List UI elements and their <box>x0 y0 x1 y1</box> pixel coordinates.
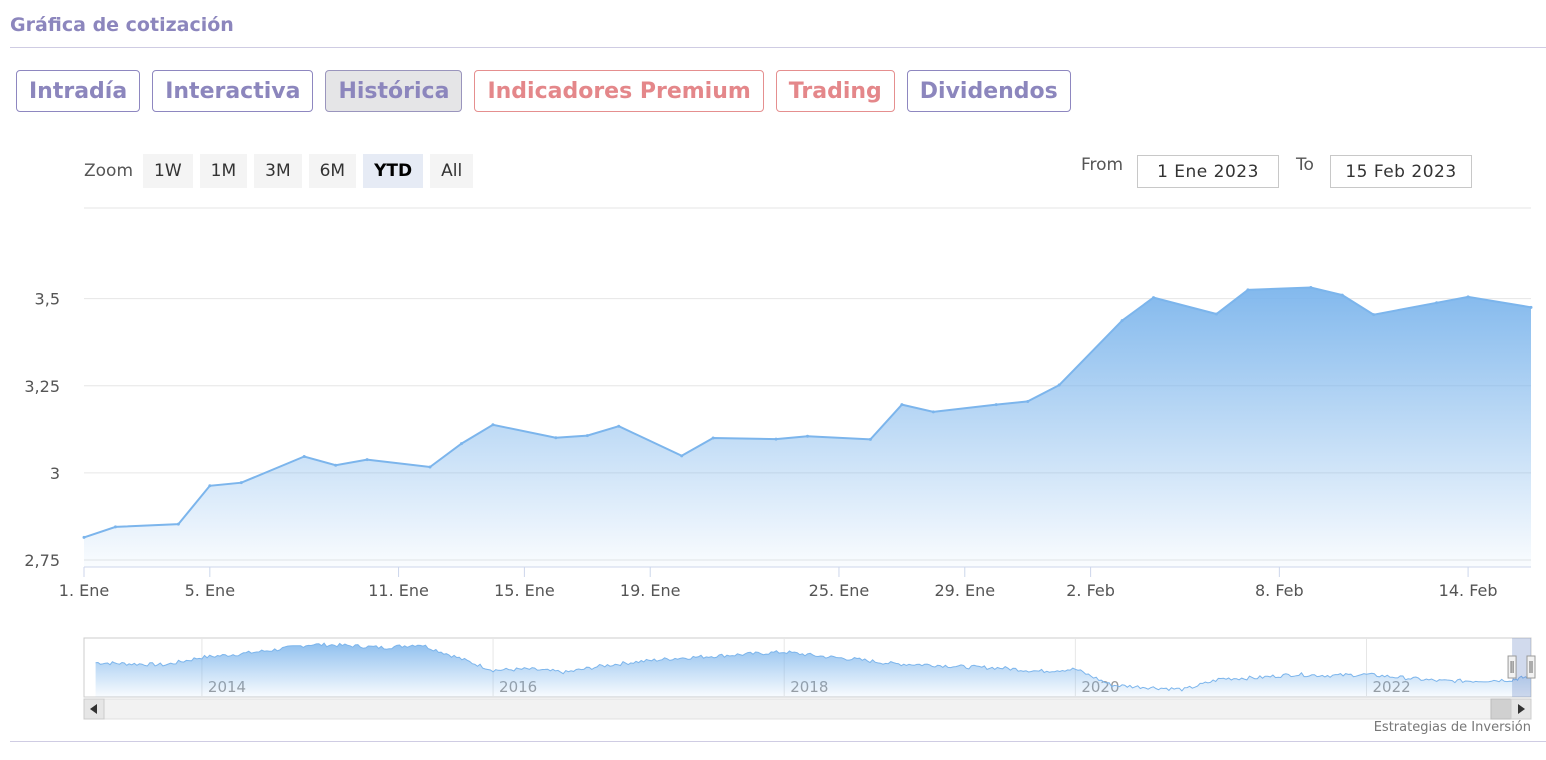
x-tick-label: 25. Ene <box>809 581 870 600</box>
x-tick-label: 2. Feb <box>1066 581 1115 600</box>
scroll-right-icon <box>1518 704 1525 714</box>
navigator-area <box>95 643 1532 697</box>
y-tick-label: 3,5 <box>35 290 60 309</box>
y-tick-label: 3,25 <box>24 377 60 396</box>
price-area <box>84 287 1531 567</box>
navigator-selection <box>1512 638 1531 697</box>
tab-trading[interactable]: Trading <box>775 70 895 112</box>
price-point <box>1214 312 1218 316</box>
x-tick-label: 1. Ene <box>59 581 109 600</box>
tab-indicadores-premium[interactable]: Indicadores Premium <box>474 70 764 112</box>
price-point <box>1120 319 1124 323</box>
price-point <box>82 535 86 539</box>
navigator-line <box>95 642 1532 692</box>
y-tick-label: 2,75 <box>24 551 60 570</box>
price-point <box>239 481 243 485</box>
scrollbar-thumb <box>1490 698 1512 720</box>
zoom-button-6m[interactable]: 6M <box>308 154 357 188</box>
range-to-label: To <box>1296 155 1314 175</box>
price-point <box>334 463 338 467</box>
price-point <box>585 434 589 438</box>
price-point <box>994 403 998 407</box>
zoom-button-1w[interactable]: 1W <box>143 154 193 188</box>
bottom-divider <box>10 741 1546 742</box>
tab-intradia[interactable]: Intradía <box>16 70 141 112</box>
title-divider <box>10 47 1546 48</box>
navigator-handle-right[interactable] <box>1526 655 1536 679</box>
tab-interactiva[interactable]: Interactiva <box>152 70 314 112</box>
navigator-handle-body <box>1507 655 1517 679</box>
zoom-button-all[interactable]: All <box>430 154 474 188</box>
navigator: 20142016201820202022 <box>83 637 1536 720</box>
price-point <box>1026 399 1030 403</box>
price-point <box>365 458 369 462</box>
price-point <box>1309 285 1313 289</box>
navigator-mask <box>84 638 1512 697</box>
price-point <box>554 436 558 440</box>
x-tick-label: 5. Ene <box>185 581 235 600</box>
navigator-handle-body <box>1526 655 1536 679</box>
chart-tabs: Intradía Interactiva Histórica Indicador… <box>16 70 1083 112</box>
price-point <box>1466 295 1470 299</box>
x-tick-label: 29. Ene <box>934 581 995 600</box>
range-from-label: From <box>1081 155 1124 175</box>
price-point <box>868 437 872 441</box>
price-point <box>1529 305 1533 309</box>
scrollbar-track <box>83 698 1532 720</box>
zoom-button-1m[interactable]: 1M <box>199 154 248 188</box>
price-point <box>1340 293 1344 297</box>
x-tick-label: 8. Feb <box>1255 581 1304 600</box>
price-point <box>1246 288 1250 292</box>
tab-dividendos[interactable]: Dividendos <box>906 70 1071 112</box>
zoom-label: Zoom <box>84 161 134 181</box>
price-point <box>806 434 809 438</box>
price-point <box>900 403 904 407</box>
navigator-handle-left[interactable] <box>1507 655 1517 679</box>
price-point <box>176 522 180 526</box>
price-point <box>931 410 935 414</box>
x-tick-label: 11. Ene <box>368 581 429 600</box>
x-tick-label: 19. Ene <box>620 581 681 600</box>
price-point <box>491 423 495 427</box>
y-tick-label: 3 <box>50 464 60 483</box>
tab-historica[interactable]: Histórica <box>325 70 463 112</box>
price-point <box>1435 301 1439 305</box>
range-to-input[interactable]: 15 Feb 2023 <box>1330 155 1472 188</box>
price-point <box>1372 313 1376 317</box>
zoom-selector: Zoom 1W 1M 3M 6M YTD All <box>84 154 480 188</box>
price-point <box>428 465 432 469</box>
zoom-button-ytd[interactable]: YTD <box>363 154 424 188</box>
chart-credit: Estrategias de Inversión <box>1373 720 1531 735</box>
price-points <box>82 285 1533 539</box>
price-point <box>1152 296 1156 300</box>
price-point <box>680 454 684 458</box>
price-point <box>1057 383 1061 387</box>
price-point <box>208 484 212 488</box>
x-tick-label: 15. Ene <box>494 581 555 600</box>
price-point <box>113 525 117 529</box>
range-from-input[interactable]: 1 Ene 2023 <box>1137 155 1279 188</box>
scroll-left-icon <box>90 704 97 714</box>
price-point <box>711 436 715 440</box>
price-line <box>83 286 1532 539</box>
price-point <box>302 455 306 459</box>
zoom-button-3m[interactable]: 3M <box>254 154 302 188</box>
price-point <box>774 437 778 441</box>
x-tick-label: 14. Feb <box>1439 581 1498 600</box>
page-title: Gráfica de cotización <box>10 14 234 36</box>
price-point <box>617 424 621 428</box>
price-point <box>459 442 463 446</box>
